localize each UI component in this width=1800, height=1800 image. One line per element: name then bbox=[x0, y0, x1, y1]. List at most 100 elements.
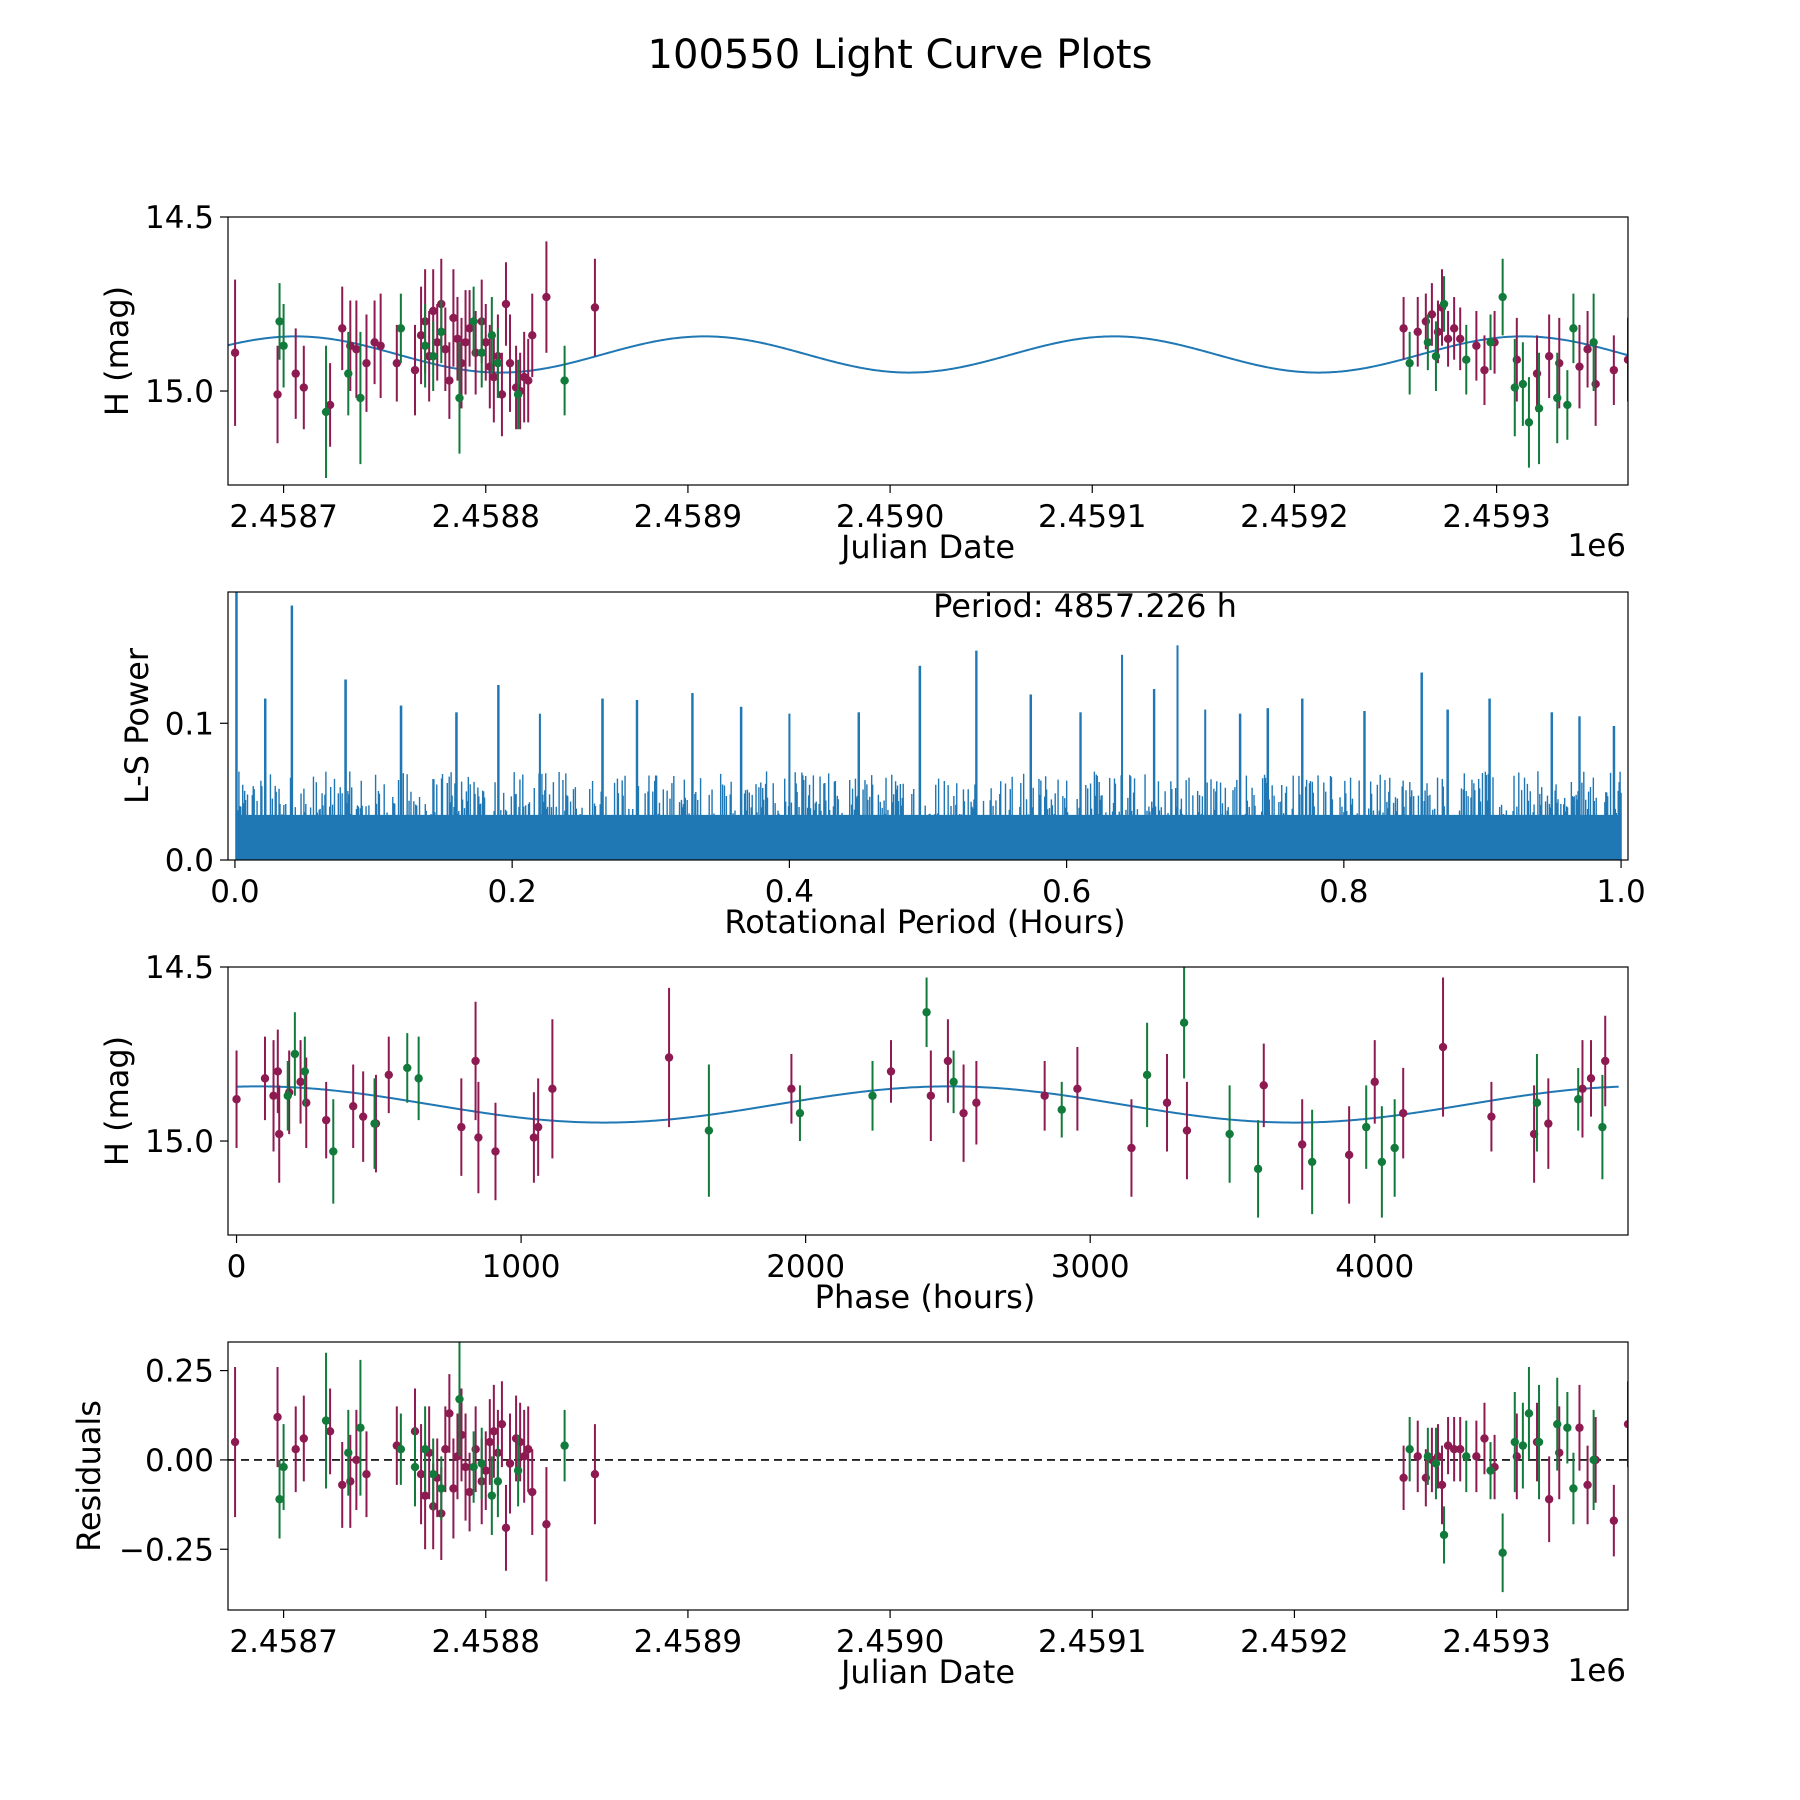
data-point bbox=[1518, 1441, 1528, 1450]
data-point bbox=[1544, 1495, 1554, 1504]
data-point bbox=[868, 1091, 877, 1100]
data-point bbox=[1297, 1140, 1307, 1149]
data-point bbox=[469, 1462, 478, 1472]
data-point bbox=[410, 1462, 420, 1472]
y-tick-label: 0.25 bbox=[145, 1354, 214, 1390]
data-point bbox=[300, 1067, 310, 1076]
data-point bbox=[1589, 338, 1598, 347]
x-tick-label: 2.4588 bbox=[432, 1624, 540, 1660]
data-point bbox=[787, 1084, 796, 1094]
data-point bbox=[396, 1445, 406, 1454]
data-point bbox=[1399, 1473, 1408, 1482]
y-tick-label: −0.25 bbox=[119, 1532, 214, 1568]
data-point bbox=[461, 1462, 470, 1472]
data-point bbox=[1073, 1084, 1082, 1094]
data-point bbox=[497, 1419, 507, 1429]
data-point bbox=[1480, 365, 1489, 375]
data-point bbox=[1142, 1070, 1152, 1080]
x-tick-label: 0 bbox=[227, 1249, 247, 1285]
data-point bbox=[376, 341, 385, 350]
data-point bbox=[1534, 1437, 1544, 1447]
data-point bbox=[356, 393, 365, 403]
x-tick-label: 2.4587 bbox=[229, 499, 337, 535]
periodogram-title: Period: 4857.226 h bbox=[933, 587, 1237, 625]
data-point bbox=[403, 1063, 412, 1073]
data-point bbox=[704, 1126, 714, 1135]
data-point bbox=[396, 324, 406, 333]
data-point bbox=[1498, 292, 1507, 302]
data-point bbox=[455, 1394, 464, 1404]
data-point bbox=[1390, 1143, 1399, 1153]
data-point bbox=[279, 341, 288, 350]
x-tick-label: 2.4589 bbox=[634, 1624, 742, 1660]
data-point bbox=[1449, 324, 1459, 333]
data-point bbox=[487, 1491, 497, 1500]
data-point bbox=[487, 331, 497, 340]
data-point bbox=[344, 1448, 353, 1457]
data-point bbox=[420, 1491, 430, 1500]
data-point bbox=[457, 1122, 466, 1132]
data-point bbox=[1498, 1548, 1507, 1558]
data-point bbox=[325, 400, 335, 410]
data-point bbox=[469, 317, 478, 326]
data-point bbox=[461, 338, 470, 347]
x-tick-label: 2.4587 bbox=[229, 1624, 337, 1660]
data-point bbox=[283, 1091, 292, 1100]
data-point bbox=[465, 324, 474, 333]
data-point bbox=[1534, 404, 1544, 413]
data-point bbox=[542, 1520, 551, 1529]
light-curve-panel: 2.4587 2.4588 2.4589 2.4590 2.4591 2.4592 2.45… bbox=[98, 200, 1629, 566]
phased-curve-xlabel: Phase (hours) bbox=[815, 1278, 1036, 1316]
data-point bbox=[370, 1119, 379, 1128]
x-tick-label: 2.4592 bbox=[1240, 499, 1348, 535]
data-point bbox=[1040, 1091, 1049, 1100]
data-point bbox=[1413, 327, 1422, 337]
data-point bbox=[1439, 299, 1449, 309]
data-point bbox=[1609, 1516, 1619, 1525]
data-point bbox=[279, 1462, 288, 1472]
data-point bbox=[477, 1459, 486, 1468]
data-point bbox=[349, 1102, 358, 1111]
data-point bbox=[528, 1487, 537, 1497]
data-point bbox=[548, 1084, 557, 1094]
x-tick-label: 0.2 bbox=[488, 874, 537, 910]
data-point bbox=[922, 1008, 931, 1017]
data-point bbox=[1344, 1150, 1354, 1160]
data-point bbox=[230, 348, 240, 357]
x-tick-label: 2.4589 bbox=[634, 499, 742, 535]
data-point bbox=[505, 358, 515, 368]
data-point bbox=[260, 1074, 270, 1083]
data-point bbox=[886, 1067, 896, 1076]
y-tick-label: 0.00 bbox=[145, 1443, 214, 1479]
data-point bbox=[1487, 1112, 1496, 1121]
data-point bbox=[505, 1459, 515, 1468]
data-point bbox=[474, 1133, 483, 1142]
data-point bbox=[471, 1056, 480, 1066]
data-point bbox=[1431, 352, 1441, 361]
data-point bbox=[1179, 1018, 1189, 1027]
data-point bbox=[433, 338, 442, 347]
data-point bbox=[664, 1053, 674, 1062]
data-point bbox=[481, 338, 490, 347]
residuals-ticks: 2.4587 2.4588 2.4589 2.4590 2.4591 2.4592 2.45… bbox=[119, 1354, 1551, 1660]
data-point bbox=[321, 1416, 331, 1425]
data-point bbox=[519, 1452, 529, 1461]
residuals-panel: 2.4587 2.4588 2.4589 2.4590 2.4591 2.4592 2.45… bbox=[70, 1341, 1629, 1691]
x-tick-label: 0.8 bbox=[1319, 874, 1368, 910]
data-point bbox=[1399, 324, 1408, 333]
data-point bbox=[441, 1445, 450, 1454]
data-point bbox=[1553, 393, 1562, 403]
data-point bbox=[1456, 1445, 1465, 1454]
data-point bbox=[1574, 1095, 1583, 1104]
data-point bbox=[972, 1098, 981, 1107]
x-tick-label: 2.4591 bbox=[1038, 1624, 1146, 1660]
residuals-axes-frame bbox=[227, 1341, 1629, 1611]
x-tick-label: 2000 bbox=[766, 1249, 845, 1285]
data-point bbox=[428, 1470, 438, 1479]
data-point bbox=[489, 1427, 499, 1436]
residuals-xlabel: Julian Date bbox=[839, 1653, 1015, 1691]
x-tick-label: 2.4592 bbox=[1240, 1624, 1348, 1660]
x-tick-label: 2.4590 bbox=[836, 1624, 944, 1660]
data-point bbox=[501, 1523, 511, 1533]
